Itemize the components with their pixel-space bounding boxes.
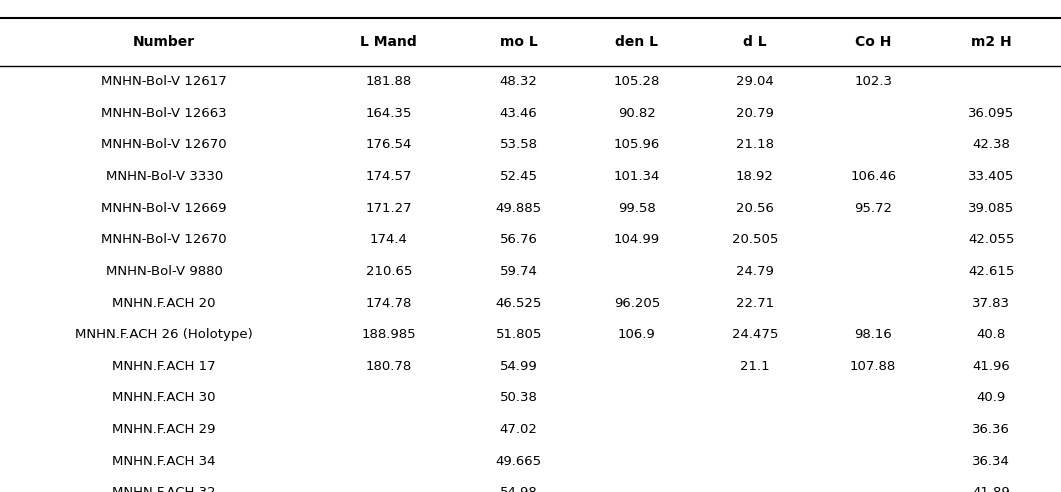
Text: 20.79: 20.79	[736, 107, 773, 120]
Text: 96.205: 96.205	[613, 297, 660, 309]
Text: 46.525: 46.525	[495, 297, 542, 309]
Text: 171.27: 171.27	[365, 202, 412, 215]
Text: 188.985: 188.985	[362, 328, 416, 341]
Text: MNHN.F.ACH 32: MNHN.F.ACH 32	[112, 487, 216, 492]
Text: MNHN-Bol-V 12670: MNHN-Bol-V 12670	[102, 233, 227, 246]
Text: 49.885: 49.885	[495, 202, 542, 215]
Text: 36.34: 36.34	[972, 455, 1010, 468]
Text: 98.16: 98.16	[854, 328, 892, 341]
Text: 181.88: 181.88	[366, 75, 412, 88]
Text: 174.4: 174.4	[370, 233, 407, 246]
Text: MNHN-Bol-V 9880: MNHN-Bol-V 9880	[106, 265, 223, 278]
Text: 49.665: 49.665	[495, 455, 542, 468]
Text: MNHN.F.ACH 26 (Holotype): MNHN.F.ACH 26 (Holotype)	[75, 328, 254, 341]
Text: 42.055: 42.055	[968, 233, 1014, 246]
Text: MNHN-Bol-V 3330: MNHN-Bol-V 3330	[106, 170, 223, 183]
Text: 41.89: 41.89	[973, 487, 1010, 492]
Text: 21.18: 21.18	[736, 138, 773, 152]
Text: 20.505: 20.505	[732, 233, 778, 246]
Text: 29.04: 29.04	[736, 75, 773, 88]
Text: 53.58: 53.58	[500, 138, 538, 152]
Text: 174.57: 174.57	[365, 170, 412, 183]
Text: 104.99: 104.99	[613, 233, 660, 246]
Text: 99.58: 99.58	[618, 202, 656, 215]
Text: 18.92: 18.92	[736, 170, 773, 183]
Text: 106.9: 106.9	[618, 328, 656, 341]
Text: 40.9: 40.9	[977, 392, 1006, 404]
Text: 106.46: 106.46	[850, 170, 897, 183]
Text: m2 H: m2 H	[971, 35, 1011, 49]
Text: 95.72: 95.72	[854, 202, 892, 215]
Text: 54.98: 54.98	[500, 487, 538, 492]
Text: 24.475: 24.475	[732, 328, 778, 341]
Text: 22.71: 22.71	[736, 297, 775, 309]
Text: 164.35: 164.35	[366, 107, 412, 120]
Text: MNHN.F.ACH 29: MNHN.F.ACH 29	[112, 423, 216, 436]
Text: MNHN-Bol-V 12617: MNHN-Bol-V 12617	[102, 75, 227, 88]
Text: Co H: Co H	[855, 35, 891, 49]
Text: 33.405: 33.405	[968, 170, 1014, 183]
Text: 24.79: 24.79	[736, 265, 773, 278]
Text: 101.34: 101.34	[613, 170, 660, 183]
Text: 59.74: 59.74	[500, 265, 538, 278]
Text: den L: den L	[615, 35, 658, 49]
Text: MNHN.F.ACH 30: MNHN.F.ACH 30	[112, 392, 216, 404]
Text: 42.615: 42.615	[968, 265, 1014, 278]
Text: 56.76: 56.76	[500, 233, 538, 246]
Text: 36.095: 36.095	[969, 107, 1014, 120]
Text: 37.83: 37.83	[972, 297, 1010, 309]
Text: 90.82: 90.82	[618, 107, 656, 120]
Text: d L: d L	[743, 35, 767, 49]
Text: 210.65: 210.65	[366, 265, 412, 278]
Text: 54.99: 54.99	[500, 360, 538, 373]
Text: MNHN.F.ACH 20: MNHN.F.ACH 20	[112, 297, 216, 309]
Text: 102.3: 102.3	[854, 75, 892, 88]
Text: 176.54: 176.54	[366, 138, 412, 152]
Text: 105.28: 105.28	[613, 75, 660, 88]
Text: MNHN-Bol-V 12663: MNHN-Bol-V 12663	[102, 107, 227, 120]
Text: 50.38: 50.38	[500, 392, 538, 404]
Text: 39.085: 39.085	[969, 202, 1014, 215]
Text: MNHN.F.ACH 34: MNHN.F.ACH 34	[112, 455, 216, 468]
Text: 20.56: 20.56	[736, 202, 773, 215]
Text: 105.96: 105.96	[613, 138, 660, 152]
Text: 180.78: 180.78	[366, 360, 412, 373]
Text: 52.45: 52.45	[500, 170, 538, 183]
Text: 40.8: 40.8	[977, 328, 1006, 341]
Text: 174.78: 174.78	[366, 297, 412, 309]
Text: 36.36: 36.36	[972, 423, 1010, 436]
Text: 107.88: 107.88	[850, 360, 897, 373]
Text: 21.1: 21.1	[741, 360, 770, 373]
Text: 51.805: 51.805	[495, 328, 542, 341]
Text: 42.38: 42.38	[972, 138, 1010, 152]
Text: L Mand: L Mand	[361, 35, 417, 49]
Text: MNHN-Bol-V 12669: MNHN-Bol-V 12669	[102, 202, 227, 215]
Text: 41.96: 41.96	[973, 360, 1010, 373]
Text: MNHN.F.ACH 17: MNHN.F.ACH 17	[112, 360, 216, 373]
Text: 47.02: 47.02	[500, 423, 538, 436]
Text: MNHN-Bol-V 12670: MNHN-Bol-V 12670	[102, 138, 227, 152]
Text: Number: Number	[133, 35, 195, 49]
Text: 48.32: 48.32	[500, 75, 538, 88]
Text: mo L: mo L	[500, 35, 538, 49]
Text: 43.46: 43.46	[500, 107, 538, 120]
